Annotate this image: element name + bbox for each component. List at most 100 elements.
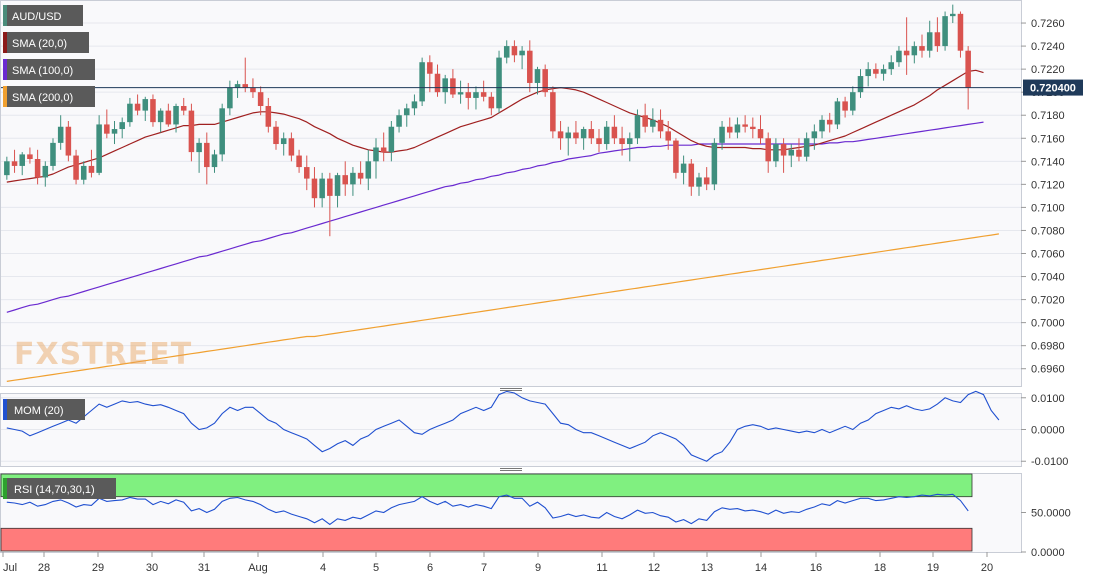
candle-body bbox=[280, 138, 287, 145]
candle-body bbox=[673, 140, 679, 173]
y-tick-label: 0.7080 bbox=[1031, 225, 1065, 237]
candle-body bbox=[857, 76, 864, 93]
candle-body bbox=[427, 62, 433, 74]
sma100-layer bbox=[6, 121, 984, 313]
candle-body bbox=[157, 110, 164, 123]
sma100-line bbox=[6, 121, 984, 313]
candle-body bbox=[242, 84, 249, 88]
candle-body bbox=[396, 115, 402, 127]
candle-body bbox=[565, 132, 572, 139]
candle-body bbox=[380, 147, 387, 153]
candle-body bbox=[826, 119, 833, 125]
mom-color-swatch bbox=[3, 399, 7, 420]
x-tick-label: 9 bbox=[535, 562, 541, 574]
candle-body bbox=[642, 115, 648, 127]
candle-body bbox=[950, 13, 956, 17]
candle-body bbox=[350, 172, 356, 185]
rsi-y-tick-label: 50.0000 bbox=[1031, 508, 1071, 520]
candle-body bbox=[919, 46, 925, 51]
candle-body bbox=[65, 126, 72, 156]
candle-body bbox=[127, 103, 133, 123]
candle-body bbox=[803, 138, 810, 157]
candle-body bbox=[657, 119, 664, 132]
last-price-label: 0.720400 bbox=[1030, 83, 1076, 95]
candle-body bbox=[104, 124, 110, 134]
candle-body bbox=[780, 144, 787, 156]
candle-body bbox=[903, 50, 910, 56]
indicator-label-box bbox=[3, 32, 89, 53]
x-tick-label: 28 bbox=[38, 562, 50, 574]
x-tick-label: Aug bbox=[248, 562, 268, 574]
candle-body bbox=[896, 50, 902, 63]
candle-body bbox=[788, 149, 795, 156]
candle-body bbox=[257, 92, 264, 107]
candle-body bbox=[334, 175, 341, 196]
watermark: FXSTREET bbox=[14, 337, 192, 372]
indicator-label: SMA (200,0) bbox=[12, 92, 73, 104]
candle-body bbox=[173, 106, 179, 125]
x-tick-label: Jul bbox=[3, 562, 17, 574]
candle-body bbox=[96, 124, 102, 173]
x-tick-label: 20 bbox=[981, 562, 993, 574]
candle-body bbox=[111, 129, 118, 134]
indicator-label-box bbox=[3, 86, 95, 107]
candle-body bbox=[88, 165, 95, 173]
candle-body bbox=[73, 155, 79, 180]
candle-body bbox=[134, 103, 141, 111]
candle-body bbox=[150, 99, 156, 123]
candle-body bbox=[342, 175, 348, 185]
candle-body bbox=[650, 119, 656, 127]
mom-y-tick-label: 0.0100 bbox=[1031, 393, 1065, 405]
candle-body bbox=[442, 78, 448, 93]
candle-body bbox=[819, 119, 825, 132]
candle-body bbox=[265, 106, 272, 127]
candle-body bbox=[734, 124, 741, 133]
y-tick-label: 0.7100 bbox=[1031, 202, 1065, 214]
candle-body bbox=[711, 142, 718, 185]
candle-body bbox=[534, 69, 541, 83]
candle-body bbox=[757, 129, 764, 139]
indicator-labels: AUD/USD SMA (20,0) SMA (100,0) SMA (200,0) M… bbox=[3, 5, 116, 499]
panel-frame-main bbox=[0, 0, 1022, 387]
x-tick-label: 18 bbox=[874, 562, 886, 574]
candle-body bbox=[450, 78, 456, 95]
candle-body bbox=[873, 69, 879, 74]
candle-body bbox=[703, 177, 710, 185]
candle-body bbox=[957, 13, 964, 51]
candle-body bbox=[542, 69, 548, 93]
candle-body bbox=[811, 131, 818, 139]
x-tick-label: 6 bbox=[427, 562, 433, 574]
y-tick-label: 0.7220 bbox=[1031, 64, 1065, 76]
indicator-label-box bbox=[3, 5, 83, 26]
candle-body bbox=[80, 165, 87, 180]
y-tick-label: 0.7180 bbox=[1031, 110, 1065, 122]
sma20-line bbox=[6, 69, 984, 183]
x-tick-label: 11 bbox=[596, 562, 607, 574]
candle-body bbox=[227, 87, 233, 109]
mom-y-tick-label: 0.0000 bbox=[1031, 425, 1065, 437]
x-tick-label: 31 bbox=[198, 562, 210, 574]
y-tick-label: 0.7000 bbox=[1031, 318, 1065, 330]
candle-body bbox=[573, 132, 579, 139]
mom-label-box bbox=[3, 399, 85, 420]
candle-body bbox=[580, 129, 587, 139]
candle-body bbox=[219, 108, 225, 155]
candle-body bbox=[34, 159, 41, 178]
candle-body bbox=[434, 73, 441, 93]
candle-body bbox=[611, 126, 618, 139]
y-tick-label: 0.6960 bbox=[1031, 364, 1065, 376]
rsi-oversold-zone bbox=[0, 527, 973, 552]
rsi-panel: 50.0000 0.0000 bbox=[0, 473, 1071, 559]
candle-body bbox=[273, 126, 279, 145]
x-tick-label: 7 bbox=[481, 562, 487, 574]
candle-body bbox=[204, 142, 210, 168]
candle-body bbox=[457, 92, 464, 95]
sma200-layer bbox=[6, 233, 999, 382]
candle-body bbox=[726, 126, 733, 133]
candle-body bbox=[165, 110, 172, 125]
sma200-line bbox=[6, 233, 999, 382]
indicator-label: AUD/USD bbox=[12, 11, 62, 23]
candle-body bbox=[911, 46, 918, 56]
candle-body bbox=[865, 69, 871, 77]
candle-body bbox=[373, 147, 379, 162]
